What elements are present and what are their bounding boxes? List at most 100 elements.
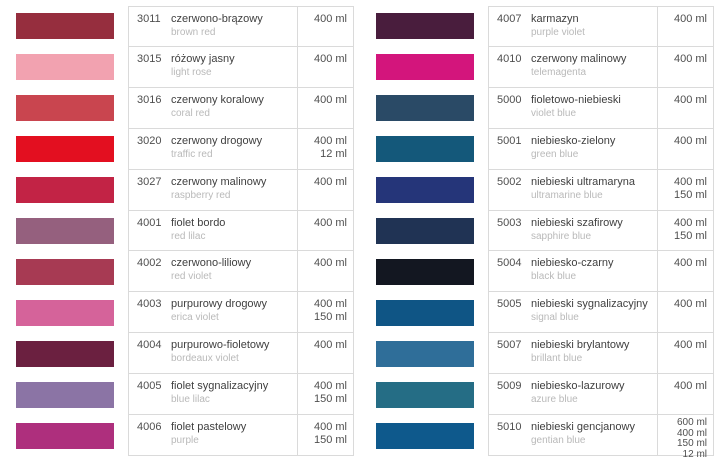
color-names: czerwony drogowy traffic red <box>171 129 297 169</box>
volume-list: 400 ml <box>297 46 353 87</box>
color-row: 4010 czerwony malinowy telemagenta 400 m… <box>360 46 720 88</box>
color-name-english: traffic red <box>171 148 213 160</box>
color-row: 4006 fiolet pastelowy purple 400 ml 150 m… <box>0 415 360 456</box>
color-names: niebieski sygnalizacyjny signal blue <box>531 292 657 332</box>
volume-item: 150 ml <box>313 311 347 324</box>
volume-item: 150 ml <box>673 188 707 201</box>
color-names: fiolet pastelowy purple <box>171 415 297 455</box>
color-names: niebiesko-lazurowy azure blue <box>531 374 657 414</box>
color-swatch <box>16 177 114 204</box>
color-info-cell: 5005 niebieski sygnalizacyjny signal blu… <box>488 292 714 334</box>
color-swatch <box>16 340 114 367</box>
volume-item: 400 ml <box>313 52 347 65</box>
color-name-polish: fiolet bordo <box>171 216 226 229</box>
color-swatch <box>376 258 474 285</box>
color-swatch <box>376 13 474 40</box>
volume-list: 400 ml <box>657 333 713 374</box>
color-row: 4004 purpurowo-fioletowy bordeaux violet… <box>0 333 360 375</box>
volume-item: 400 ml <box>313 339 347 352</box>
color-name-polish: purpurowy drogowy <box>171 298 267 311</box>
color-swatch <box>376 95 474 122</box>
volume-item: 150 ml <box>313 434 347 447</box>
color-info-cell: 3027 czerwony malinowy raspberry red 400… <box>128 169 354 211</box>
color-swatch <box>376 340 474 367</box>
color-swatch <box>16 299 114 326</box>
color-name-polish: czerwony drogowy <box>171 134 263 147</box>
color-swatch <box>376 422 474 449</box>
volume-list: 400 ml 150 ml <box>297 292 353 333</box>
color-name-english: violet blue <box>531 107 577 119</box>
color-name-english: ultramarine blue <box>531 189 603 201</box>
volume-item: 400 ml <box>673 298 707 311</box>
color-name-polish: czerwony koralowy <box>171 93 264 106</box>
color-name-polish: niebieski ultramaryna <box>531 175 635 188</box>
volume-item: 400 ml <box>313 421 347 434</box>
color-code: 4004 <box>137 339 162 352</box>
color-code: 4007 <box>497 13 522 25</box>
color-name-polish: fiolet sygnalizacyjny <box>171 380 269 393</box>
volume-list: 400 ml <box>657 46 713 87</box>
color-info-cell: 5000 fioletowo-niebieski violet blue 400… <box>488 87 714 129</box>
color-name-english: red violet <box>171 271 212 283</box>
color-name-english: brown red <box>171 27 216 38</box>
color-swatch <box>376 177 474 204</box>
color-code: 4005 <box>137 380 162 393</box>
color-name-polish: niebieski sygnalizacyjny <box>531 298 648 311</box>
color-swatch <box>376 136 474 163</box>
color-name-english: red lilac <box>171 230 206 242</box>
color-code: 3020 <box>137 134 162 147</box>
volume-list: 600 ml 400 ml 150 ml 12 ml <box>657 415 713 459</box>
color-row: 5007 niebieski brylantowy brillant blue … <box>360 333 720 375</box>
color-swatch <box>16 381 114 408</box>
volume-item: 400 ml <box>673 93 707 106</box>
volume-item: 600 ml <box>676 417 707 429</box>
color-row: 5001 niebiesko-zielony green blue 400 ml <box>360 128 720 170</box>
color-swatch <box>376 54 474 81</box>
color-row: 3027 czerwony malinowy raspberry red 400… <box>0 169 360 211</box>
color-info-cell: 3015 różowy jasny light rose 400 ml <box>128 46 354 88</box>
color-names: czerwony koralowy coral red <box>171 88 297 128</box>
volume-item: 400 ml <box>313 134 347 147</box>
color-name-english: green blue <box>531 148 579 160</box>
color-info-cell: 5010 niebieski gencjanowy gentian blue 6… <box>488 415 714 459</box>
color-code: 5007 <box>497 339 522 352</box>
color-name-english: blue lilac <box>171 394 210 406</box>
color-column: 4007 karmazyn purple violet 400 ml 4010 … <box>360 6 720 459</box>
color-row: 3015 różowy jasny light rose 400 ml <box>0 46 360 88</box>
volume-list: 400 ml <box>297 210 353 251</box>
volume-list: 400 ml <box>297 7 353 46</box>
volume-list: 400 ml <box>657 128 713 169</box>
color-row: 5003 niebieski szafirowy sapphire blue 4… <box>360 210 720 252</box>
volume-item: 400 ml <box>313 175 347 188</box>
volume-item: 400 ml <box>313 13 347 25</box>
color-name-polish: czerwony malinowy <box>531 52 627 65</box>
volume-item: 400 ml <box>673 134 707 147</box>
color-name-english: gentian blue <box>531 435 586 447</box>
color-swatch <box>16 13 114 40</box>
volume-item: 400 ml <box>673 216 707 229</box>
color-name-polish: niebiesko-zielony <box>531 134 616 147</box>
color-name-polish: czerwony malinowy <box>171 175 267 188</box>
color-names: niebieski ultramaryna ultramarine blue <box>531 170 657 210</box>
volume-item: 400 ml <box>673 380 707 393</box>
color-info-cell: 5003 niebieski szafirowy sapphire blue 4… <box>488 210 714 252</box>
volume-item: 400 ml <box>313 216 347 229</box>
volume-item: 400 ml <box>313 257 347 270</box>
color-swatch <box>376 299 474 326</box>
color-info-cell: 5001 niebiesko-zielony green blue 400 ml <box>488 128 714 170</box>
color-name-polish: fiolet pastelowy <box>171 421 247 434</box>
volume-item: 400 ml <box>313 298 347 311</box>
volume-list: 400 ml 12 ml <box>297 128 353 169</box>
volume-item: 150 ml <box>676 438 707 450</box>
color-names: niebieski szafirowy sapphire blue <box>531 211 657 251</box>
color-info-cell: 5002 niebieski ultramaryna ultramarine b… <box>488 169 714 211</box>
volume-list: 400 ml <box>297 333 353 374</box>
volume-list: 400 ml <box>657 374 713 415</box>
color-row: 4001 fiolet bordo red lilac 400 ml <box>0 210 360 252</box>
color-names: fioletowo-niebieski violet blue <box>531 88 657 128</box>
color-swatch <box>16 422 114 449</box>
color-code: 4010 <box>497 52 522 65</box>
color-row: 5009 niebiesko-lazurowy azure blue 400 m… <box>360 374 720 416</box>
color-code: 5003 <box>497 216 522 229</box>
volume-list: 400 ml <box>657 292 713 333</box>
